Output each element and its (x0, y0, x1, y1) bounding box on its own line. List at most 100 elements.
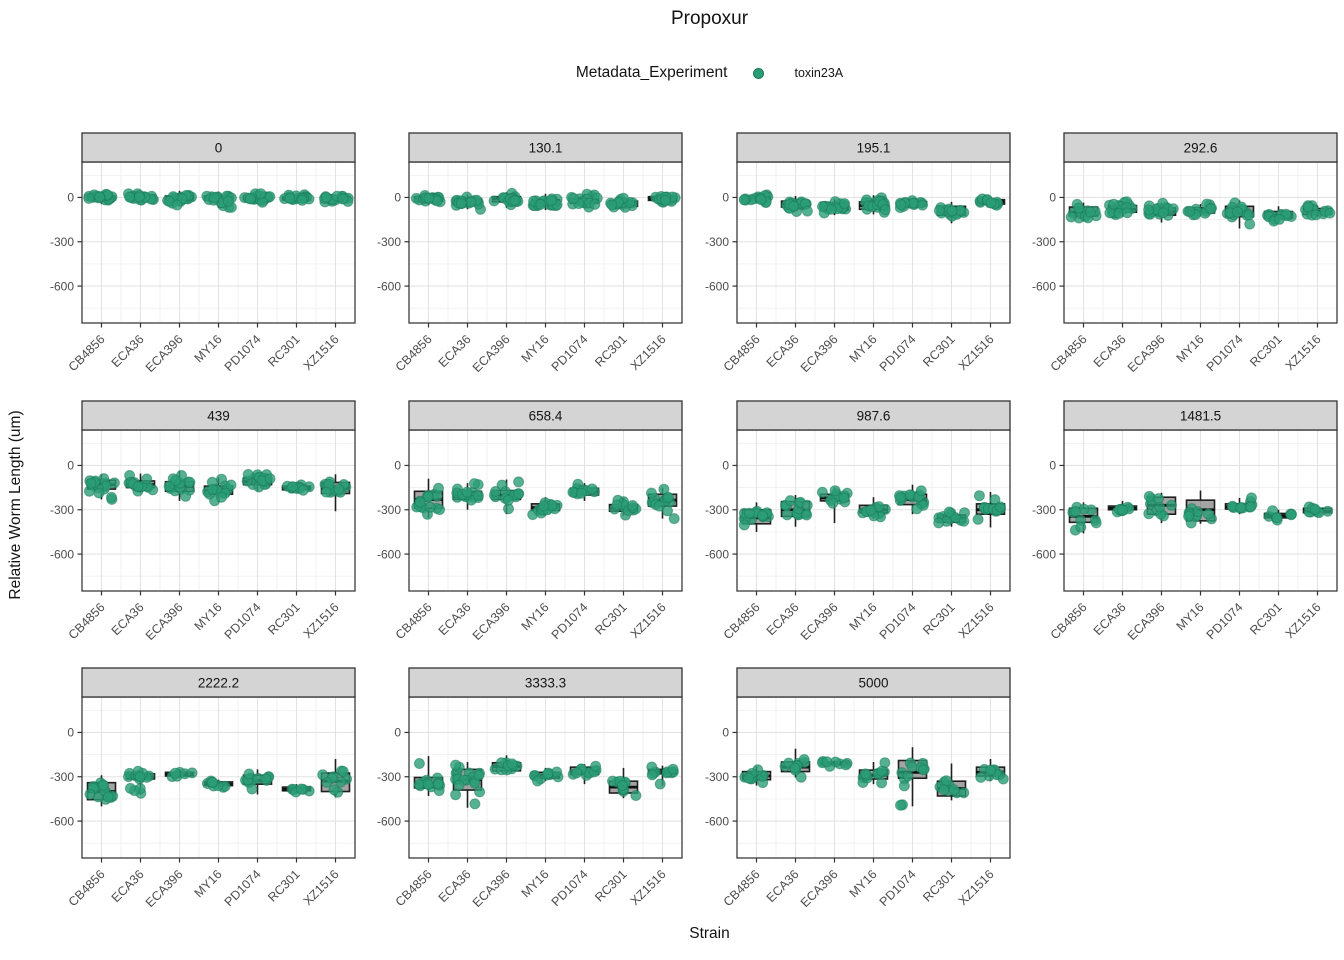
jitter-points-RC301 (607, 775, 642, 801)
x-tick-label: MY16 (519, 867, 552, 900)
facet-strip-label: 2222.2 (198, 676, 239, 691)
jitter-points-CB4856 (1065, 198, 1102, 224)
jitter-points-MY16 (859, 192, 891, 218)
x-tick-label: XZ1516 (301, 867, 342, 908)
x-tick-label: MY16 (519, 332, 552, 365)
jitter-points-RC301 (609, 494, 642, 521)
x-tick-label: ECA396 (470, 600, 513, 643)
x-tick-label: XZ1516 (628, 332, 669, 373)
x-tick-label: CB4856 (393, 332, 435, 374)
x-tick-label: ECA36 (763, 600, 801, 638)
facet-strip-label: 195.1 (856, 141, 890, 156)
facet-strip-label: 658.4 (529, 408, 563, 423)
x-tick-label: XZ1516 (1283, 600, 1324, 641)
facet-strip-label: 292.6 (1184, 141, 1218, 156)
x-tick-label: RC301 (920, 867, 957, 904)
jitter-points-MY16 (201, 775, 231, 793)
jitter-points-ECA396 (489, 475, 525, 514)
facet-strip: 439 (81, 399, 356, 431)
x-tick-label: MY16 (192, 867, 225, 900)
facet-panel (1063, 161, 1338, 324)
jitter-points-PD1074 (239, 188, 276, 208)
x-tick-label: XZ1516 (955, 332, 996, 373)
jitter-points-MY16 (856, 500, 891, 522)
x-tick-label: ECA36 (436, 867, 474, 905)
y-axis: 0 -300 -600 (705, 191, 737, 293)
y-axis: 0 -300 -600 (1032, 191, 1064, 293)
facet-strip: 2222.2 (81, 667, 356, 698)
jitter-points-ECA396 (816, 196, 851, 219)
y-tick-label: 0 (395, 191, 402, 205)
y-tick-label: 0 (395, 458, 402, 472)
jitter-points-PD1074 (894, 195, 928, 214)
facet-panel (736, 161, 1011, 324)
x-tick-label: RC301 (1247, 600, 1284, 637)
y-axis: 0 -300 -600 (50, 726, 82, 828)
y-tick-label: 0 (67, 726, 74, 740)
y-tick-label: 0 (395, 726, 402, 740)
x-tick-label: ECA36 (109, 867, 147, 905)
y-axis: 0 -300 -600 (50, 191, 82, 293)
y-axis: 0 -300 -600 (377, 726, 410, 828)
y-tick-label: -300 (705, 770, 729, 784)
facet-strip: 0 (81, 132, 356, 163)
y-tick-label: -300 (705, 235, 729, 249)
y-tick-label: -600 (377, 547, 401, 561)
legend-item-label: toxin23A (794, 66, 844, 80)
jitter-points-XZ1516 (319, 475, 352, 498)
x-tick-label: ECA396 (797, 600, 840, 643)
x-tick-label: CB4856 (66, 332, 108, 374)
y-axis: 0 -300 -600 (1032, 458, 1064, 561)
x-tick-label: PD1074 (222, 867, 264, 909)
legend: Metadata_Experiment toxin23A (82, 64, 1337, 82)
jitter-points-PD1074 (241, 468, 276, 492)
jitter-points-CB4856 (738, 764, 769, 789)
x-tick-label: CB4856 (66, 600, 108, 642)
facet-strip-label: 3333.3 (525, 676, 566, 691)
jitter-points-XZ1516 (1303, 500, 1334, 518)
jitter-points-ECA36 (779, 494, 813, 520)
x-tick-label: PD1074 (1204, 600, 1246, 642)
y-tick-label: -600 (1032, 547, 1056, 561)
jitter-points-CB4856 (83, 472, 120, 505)
jitter-points-XZ1516 (650, 191, 681, 208)
y-tick-label: 0 (1049, 191, 1056, 205)
x-tick-label: ECA396 (797, 332, 840, 375)
jitter-points-RC301 (933, 202, 969, 222)
y-tick-label: 0 (1049, 458, 1056, 472)
x-tick-label: CB4856 (1048, 332, 1090, 374)
jitter-points-PD1074 (893, 484, 929, 514)
jitter-points-MY16 (529, 766, 564, 787)
x-tick-label: PD1074 (876, 867, 918, 909)
x-tick-label: CB4856 (720, 867, 762, 909)
y-tick-label: 0 (722, 726, 729, 740)
x-tick-label: ECA396 (1125, 600, 1168, 643)
facet-strip-label: 5000 (858, 676, 888, 691)
legend-item: toxin23A (753, 66, 843, 80)
y-tick-label: -600 (1032, 279, 1056, 293)
jitter-points-MY16 (1183, 502, 1217, 528)
jitter-points-ECA36 (123, 765, 155, 799)
x-tick-label: ECA36 (109, 332, 147, 370)
jitter-points-CB4856 (1067, 501, 1102, 536)
facet-panel (81, 428, 356, 592)
x-tick-label: ECA36 (1091, 600, 1129, 638)
jitter-points-XZ1516 (1300, 200, 1336, 221)
y-tick-label: -300 (50, 503, 74, 517)
y-tick-label: -600 (377, 279, 401, 293)
legend-title: Metadata_Experiment (575, 64, 728, 81)
jitter-points-PD1074 (1221, 197, 1256, 230)
jitter-points-ECA36 (779, 754, 810, 783)
x-tick-label: ECA396 (1125, 332, 1168, 375)
